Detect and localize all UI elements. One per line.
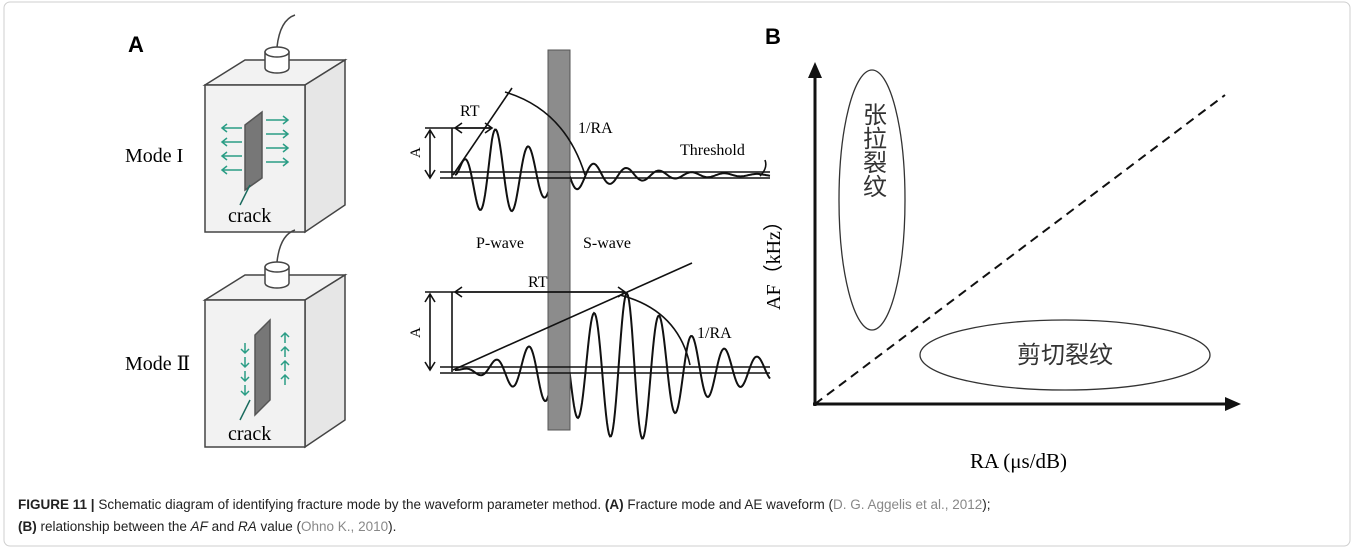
citation[interactable]: D. G. Aggelis et al., 2012	[832, 497, 983, 512]
annotation-lines	[424, 87, 770, 374]
stress-arrow	[220, 165, 242, 175]
amplitude-label: A	[408, 147, 424, 158]
time-bar	[547, 49, 571, 431]
mode-label: Mode Ⅱ	[125, 353, 190, 375]
stress-arrow	[266, 157, 290, 167]
shear-region	[919, 319, 1211, 391]
caption-text: relationship between the	[40, 519, 187, 534]
caption-text: ).	[388, 519, 397, 534]
threshold-label: Threshold	[680, 142, 745, 159]
region-label: 张拉裂纹	[859, 102, 887, 198]
rt-label: RT	[460, 103, 480, 120]
crack-label: crack	[228, 205, 271, 227]
sensor-top	[264, 46, 290, 58]
cube-side	[304, 58, 346, 234]
caption-text: value (	[260, 519, 302, 534]
rt-label: RT	[528, 274, 548, 291]
stress-arrow	[266, 129, 290, 139]
x-axis-title: RA (μs/dB)	[970, 449, 1067, 473]
stress-arrow	[266, 115, 290, 125]
part-label: (B)	[18, 519, 37, 534]
amplitude-label: A	[408, 327, 424, 338]
part-label: (A)	[604, 497, 624, 512]
sensor-wire	[276, 229, 296, 263]
frame	[3, 1, 1351, 547]
stress-arrow	[280, 345, 290, 357]
divider-line	[814, 94, 1226, 405]
ra-label: 1/RA	[697, 325, 732, 342]
caption-text: Fracture mode and AE waveform (	[627, 497, 833, 512]
panel-label: B	[765, 24, 781, 49]
stress-arrow	[220, 137, 242, 147]
wave-label: P-wave	[476, 235, 524, 252]
y-axis-title: AF（kHz）	[762, 211, 785, 310]
crack-label: crack	[228, 423, 271, 445]
sensor-wire	[276, 14, 296, 48]
stress-arrow	[240, 357, 250, 369]
crack-plane	[254, 318, 271, 417]
crack-pointer	[239, 399, 251, 421]
panel-label: A	[128, 32, 144, 57]
waveform	[454, 128, 771, 213]
stress-arrow	[220, 123, 242, 133]
sensor	[264, 266, 290, 289]
crack-plane	[244, 110, 263, 192]
ra-label: 1/RA	[578, 120, 613, 137]
stress-arrow	[280, 359, 290, 371]
tensile-region	[838, 69, 906, 331]
figure-number: FIGURE 11 |	[18, 497, 95, 512]
caption-text: );	[982, 497, 991, 512]
axes	[808, 62, 1241, 411]
caption-text: and	[211, 519, 235, 534]
sensor-top	[264, 261, 290, 273]
mode-label: Mode I	[125, 145, 183, 167]
cube-side	[304, 273, 346, 449]
region-label: 剪切裂纹	[1017, 342, 1113, 369]
stress-arrow	[280, 331, 290, 343]
stress-arrow	[240, 385, 250, 397]
waveforms	[454, 128, 771, 440]
sensor	[264, 51, 290, 74]
wave-label: S-wave	[583, 235, 631, 252]
caption-text: Schematic diagram of identifying fractur…	[98, 497, 602, 512]
stress-arrow	[240, 343, 250, 355]
stress-arrow	[240, 371, 250, 383]
stress-arrow	[266, 143, 290, 153]
caption-term: RA	[237, 519, 257, 534]
waveform	[455, 292, 771, 440]
caption: FIGURE 11 | Schematic diagram of identif…	[18, 494, 1338, 538]
citation[interactable]: Ohno K., 2010	[301, 519, 389, 534]
crack-pointer	[239, 184, 251, 206]
stress-arrow	[220, 151, 242, 161]
caption-term: AF	[190, 519, 208, 534]
stress-arrow	[280, 373, 290, 385]
cubes	[202, 14, 348, 449]
